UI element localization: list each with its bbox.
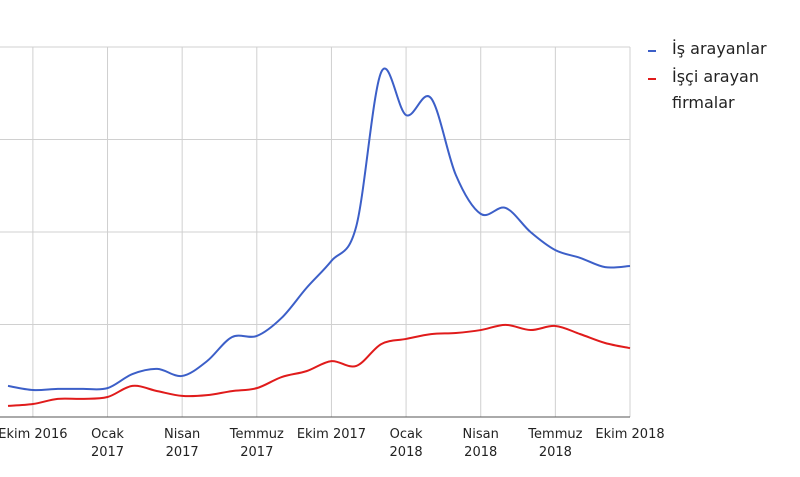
- legend-swatch: [648, 78, 656, 80]
- x-tick-label: Temmuz 2017: [229, 427, 284, 460]
- x-tick-label: Temmuz 2018: [528, 427, 583, 460]
- legend-swatch: [648, 50, 656, 52]
- line: [7, 323, 631, 407]
- x-tick-label: Ekim 2018: [595, 427, 665, 442]
- legend-label: İş arayanlar: [672, 39, 767, 58]
- legend-label: İşçi arayan firmalar: [672, 67, 759, 112]
- x-tick-label: Nisan 2018: [462, 427, 499, 460]
- x-tick-label: Nisan 2017: [163, 427, 201, 460]
- x-tick-label: Ekim 2016: [0, 427, 68, 442]
- line: [7, 67, 631, 392]
- x-tick-label: Ocak 2018: [389, 427, 423, 460]
- x-tick-label: Ocak 2017: [90, 427, 125, 460]
- x-tick-label: Ekim 2017: [296, 427, 367, 442]
